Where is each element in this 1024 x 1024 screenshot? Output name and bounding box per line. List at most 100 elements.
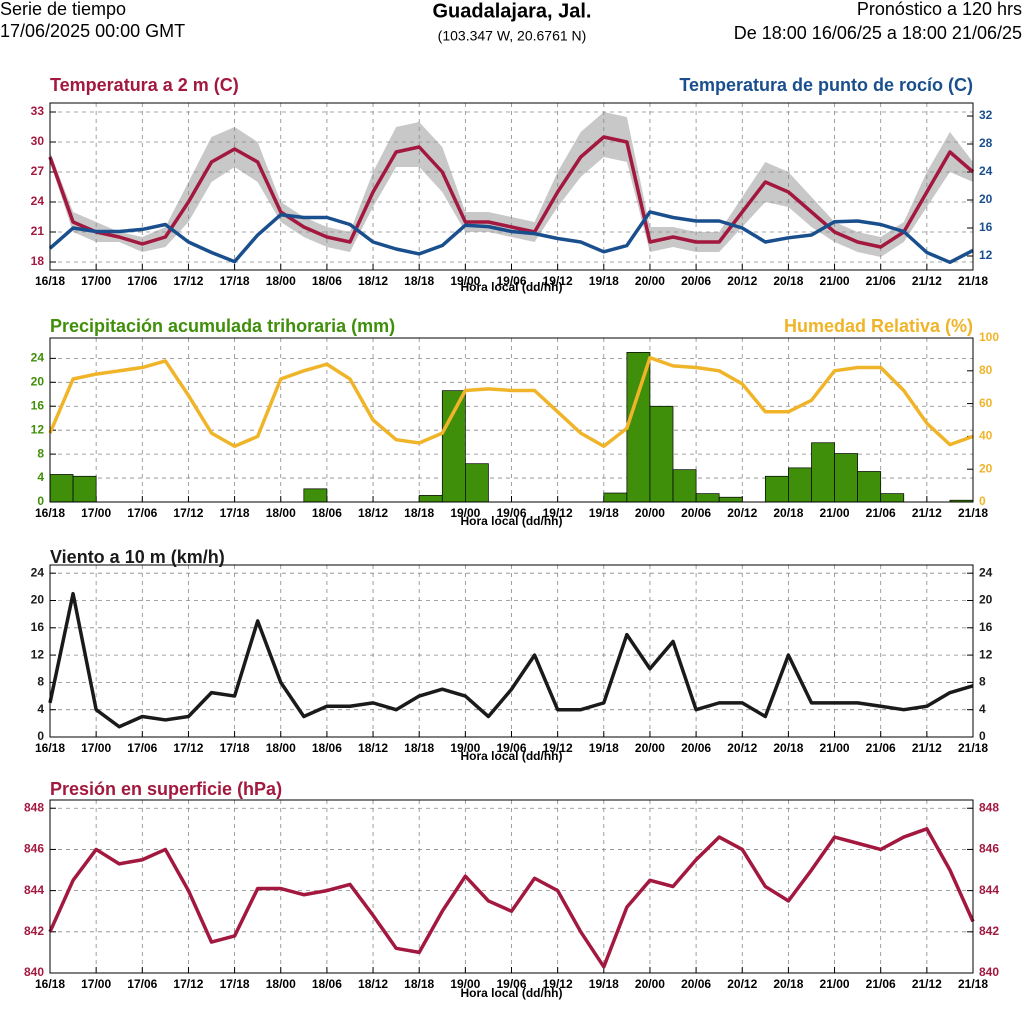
panel-title-right: Humedad Relativa (%): [784, 316, 973, 336]
x-tick-label: 16/18: [35, 741, 65, 755]
y-tick-label: 4: [37, 702, 44, 716]
panel-title: Viento a 10 m (km/h): [50, 547, 225, 567]
precip-bar: [834, 453, 858, 503]
x-tick-label: 17/18: [220, 977, 250, 991]
y-tick-label: 33: [31, 104, 45, 118]
x-tick-label: 16/18: [35, 274, 65, 288]
x-tick-label: 20/06: [681, 274, 711, 288]
x-tick-label: 19/00: [450, 274, 480, 288]
x-axis-label: Hora local (dd/hh): [461, 280, 563, 294]
x-tick-label: 17/18: [220, 274, 250, 288]
x-axis-label: Hora local (dd/hh): [461, 749, 563, 763]
x-tick-label: 19/06: [496, 274, 526, 288]
precip-bar: [49, 474, 74, 503]
x-tick-label: 20/12: [727, 741, 757, 755]
precip-bar: [441, 390, 466, 503]
y-tick-label-right: 0: [979, 729, 986, 743]
x-tick-label: 21/18: [958, 506, 988, 520]
x-tick-label: 19/18: [589, 977, 619, 991]
panel-title: Precipitación acumulada trihoraria (mm): [50, 316, 395, 336]
x-tick-label: 19/12: [543, 274, 573, 288]
x-tick-label: 19/18: [589, 506, 619, 520]
y2-tick-label: 0: [979, 494, 986, 508]
y-tick-label: 0: [37, 494, 44, 508]
x-tick-label: 20/18: [773, 977, 803, 991]
series-line: [48, 827, 975, 969]
x-tick-label: 18/00: [266, 741, 296, 755]
x-tick-label: 21/18: [958, 977, 988, 991]
y-tick-label: 18: [31, 254, 45, 268]
plot-frame: [49, 337, 974, 503]
precip-bar: [718, 496, 743, 503]
x-tick-label: 20/00: [635, 977, 665, 991]
x-tick-label: 19/18: [589, 741, 619, 755]
x-axis-label: Hora local (dd/hh): [461, 514, 563, 528]
y-tick-label-right: 24: [979, 565, 993, 579]
x-tick-label: 18/06: [312, 274, 342, 288]
x-axis-label: Hora local (dd/hh): [461, 986, 563, 1000]
x-tick-label: 18/06: [312, 977, 342, 991]
y-tick-label: 8: [37, 675, 44, 689]
y-tick-label: 842: [24, 924, 44, 938]
precip-bar: [880, 493, 905, 503]
y-tick-label: 8: [37, 446, 44, 460]
x-tick-label: 21/00: [820, 274, 850, 288]
series-line: [48, 135, 975, 249]
y-tick-label-right: 848: [979, 800, 999, 814]
panel-title: Temperatura a 2 m (C): [50, 75, 239, 95]
x-tick-label: 20/06: [681, 506, 711, 520]
y2-tick-label: 24: [979, 164, 993, 178]
precip-bar: [788, 467, 812, 503]
x-tick-label: 21/18: [958, 274, 988, 288]
y2-tick-label: 28: [979, 136, 993, 150]
precip-bar: [418, 495, 443, 503]
x-tick-label: 21/00: [820, 741, 850, 755]
y2-tick-label: 20: [979, 461, 993, 475]
x-tick-label: 20/12: [727, 274, 757, 288]
x-tick-label: 21/12: [912, 977, 942, 991]
y-tick-label-right: 4: [979, 702, 986, 716]
y-tick-label: 24: [31, 565, 45, 579]
x-tick-label: 19/00: [450, 977, 480, 991]
x-tick-label: 21/06: [866, 274, 896, 288]
x-tick-label: 18/00: [266, 274, 296, 288]
x-tick-label: 20/18: [773, 274, 803, 288]
x-tick-label: 18/12: [358, 274, 388, 288]
x-tick-label: 18/18: [404, 741, 434, 755]
x-tick-label: 17/00: [81, 977, 111, 991]
x-tick-label: 18/12: [358, 506, 388, 520]
plot-frame: [49, 102, 974, 271]
x-tick-label: 16/18: [35, 977, 65, 991]
x-tick-label: 17/00: [81, 741, 111, 755]
y2-tick-label: 12: [979, 248, 993, 262]
x-tick-label: 19/12: [543, 506, 573, 520]
x-tick-label: 20/18: [773, 506, 803, 520]
y-tick-label: 27: [31, 164, 45, 178]
y-tick-label-right: 840: [979, 965, 999, 979]
header-subtitle: (103.347 W, 20.6761 N): [438, 28, 587, 44]
header-left2: 17/06/2025 00:00 GMT: [0, 21, 185, 41]
x-tick-label: 17/18: [220, 506, 250, 520]
y2-tick-label: 80: [979, 363, 993, 377]
y-tick-label: 844: [24, 883, 44, 897]
y2-tick-label: 32: [979, 108, 993, 122]
x-tick-label: 17/18: [220, 741, 250, 755]
x-tick-label: 17/00: [81, 506, 111, 520]
y2-tick-label: 40: [979, 429, 993, 443]
plot-frame: [49, 564, 974, 738]
x-tick-label: 19/06: [496, 977, 526, 991]
x-tick-label: 21/18: [958, 741, 988, 755]
x-tick-label: 17/06: [127, 977, 157, 991]
x-tick-label: 18/18: [404, 274, 434, 288]
x-tick-label: 17/06: [127, 741, 157, 755]
series-line: [48, 591, 974, 729]
y-tick-label: 16: [31, 620, 45, 634]
precip-bar: [764, 475, 789, 503]
series-line: [48, 355, 974, 448]
y2-tick-label: 100: [979, 330, 999, 344]
precip-bar: [695, 493, 720, 503]
x-tick-label: 17/06: [127, 506, 157, 520]
precip-bar: [649, 405, 674, 503]
x-tick-label: 19/06: [496, 506, 526, 520]
